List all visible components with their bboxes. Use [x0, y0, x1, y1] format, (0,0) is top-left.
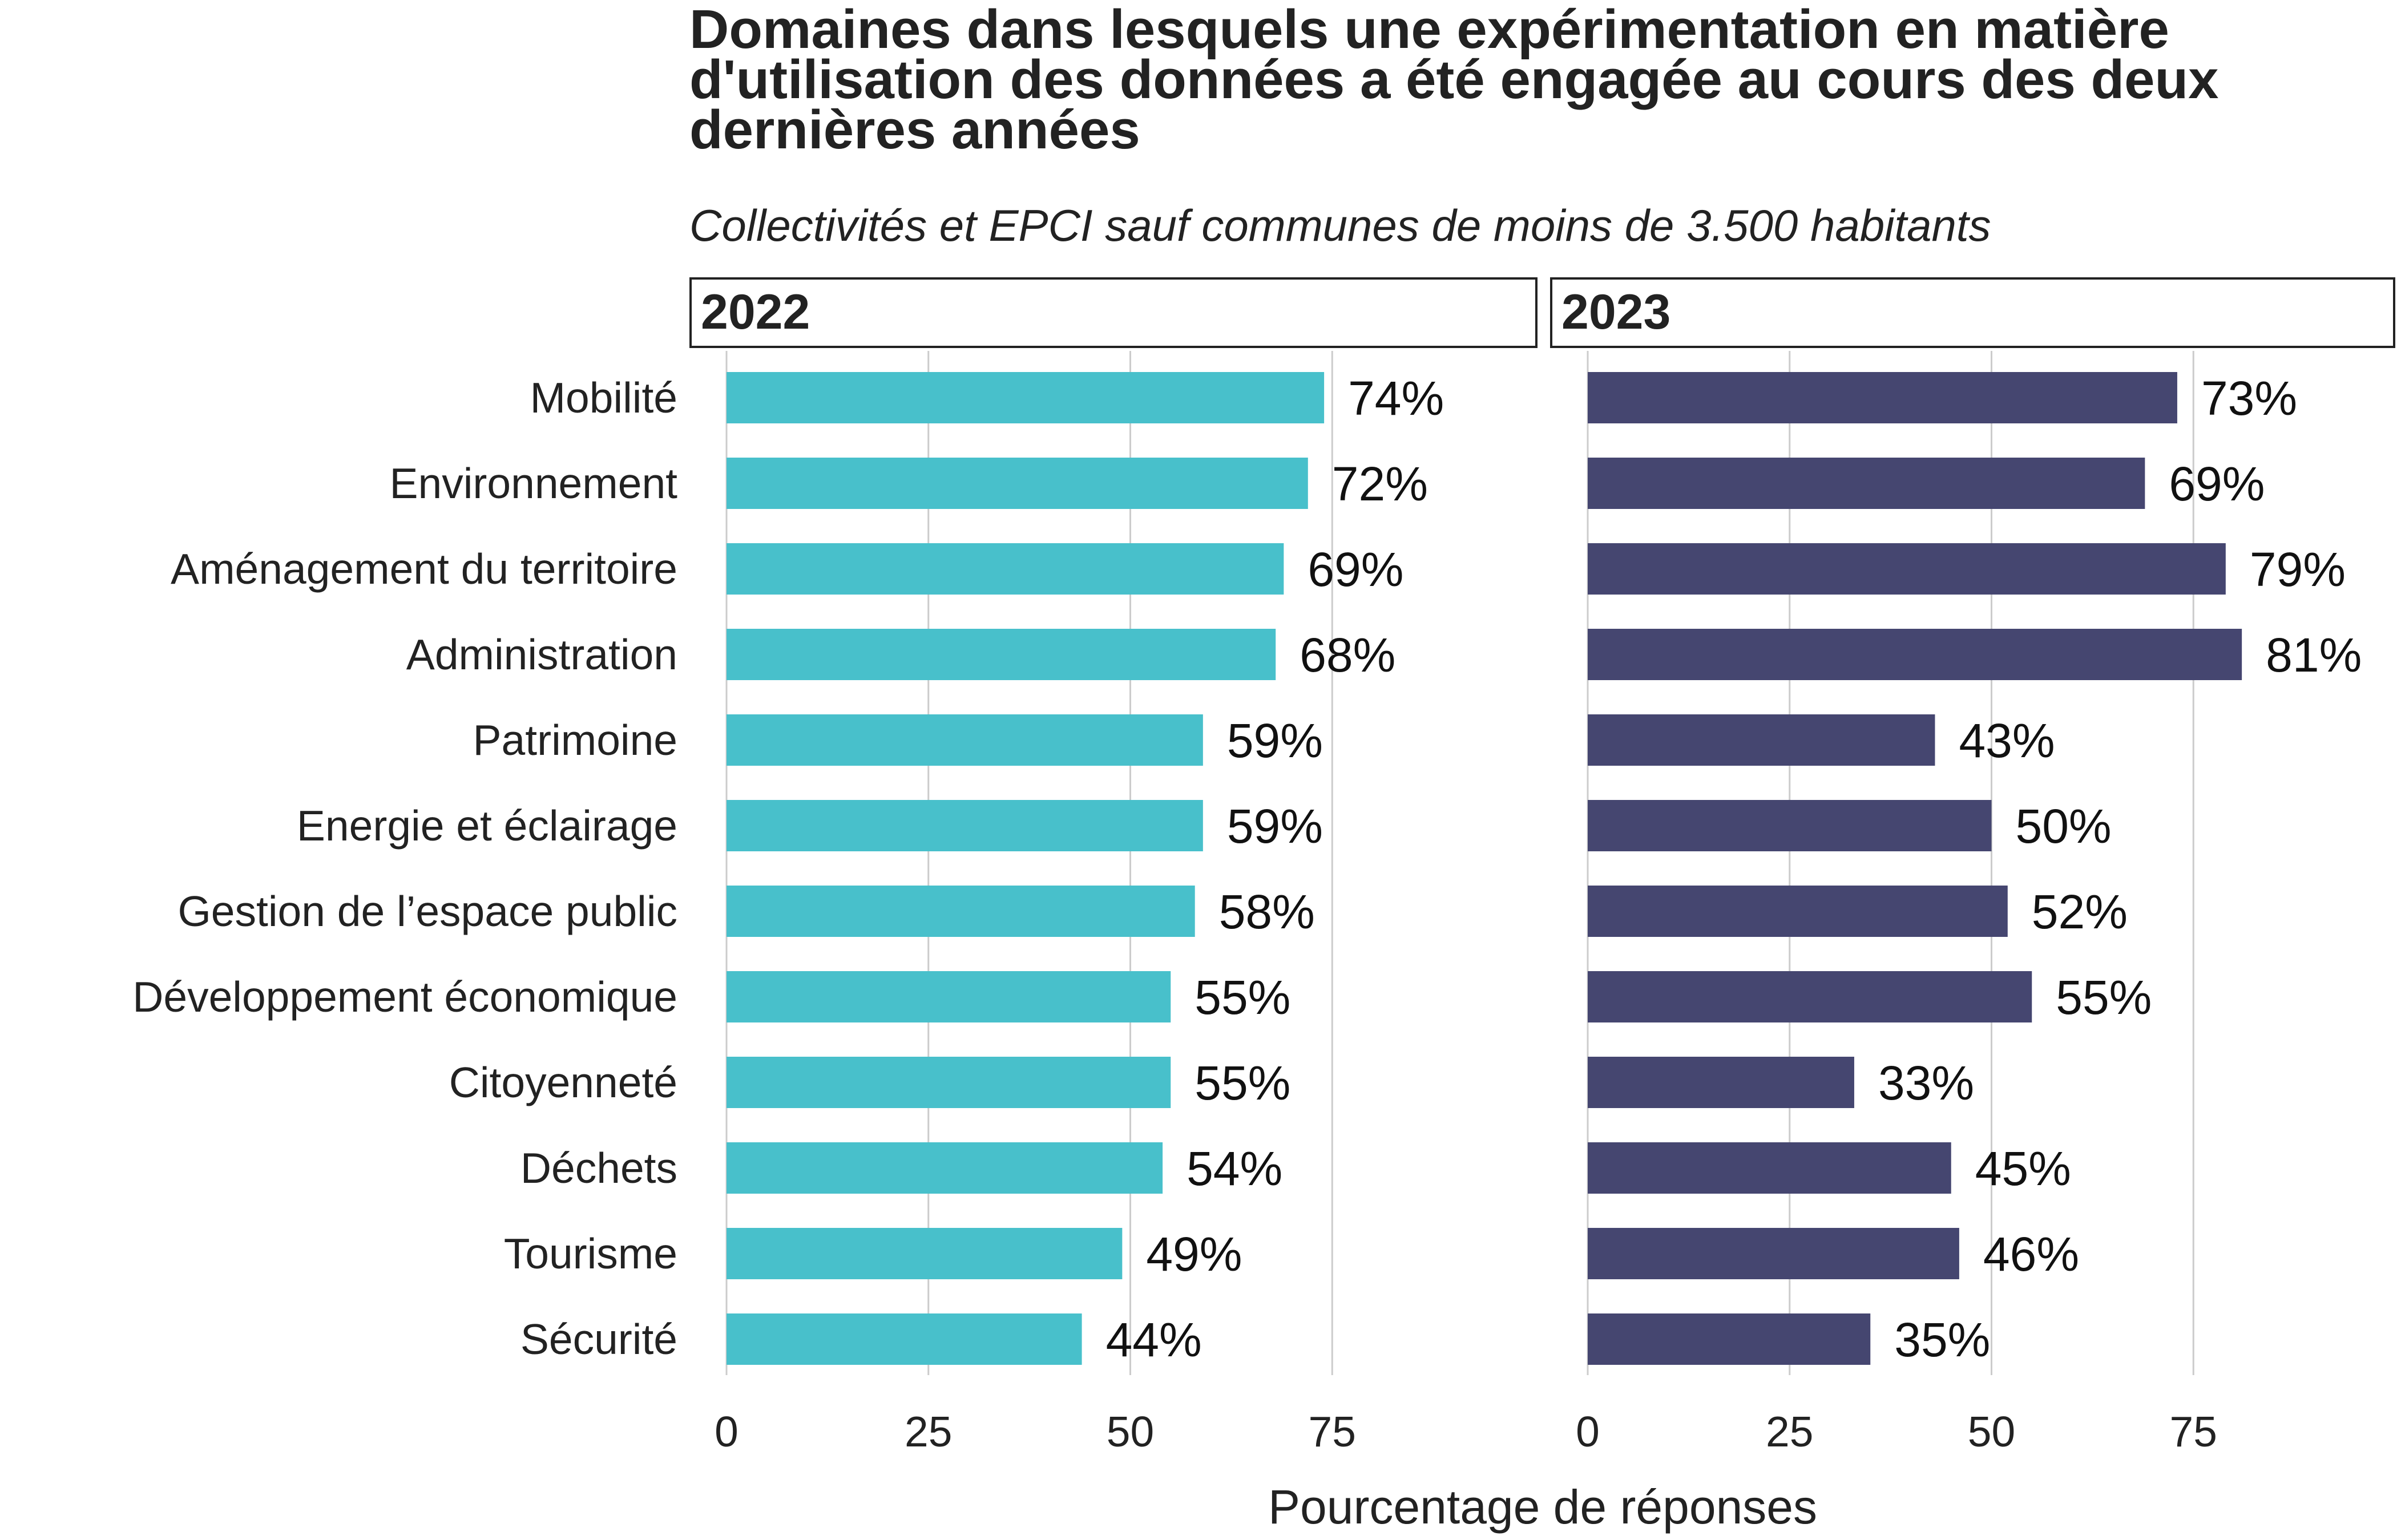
category-label: Patrimoine — [473, 716, 677, 764]
bar — [727, 543, 1284, 595]
bar — [727, 1142, 1163, 1194]
data-label: 54% — [1187, 1142, 1282, 1195]
data-label: 55% — [1195, 971, 1290, 1024]
x-tick-label: 50 — [1107, 1408, 1154, 1456]
bar — [1588, 543, 2226, 595]
bar — [727, 629, 1276, 680]
panel-title-2022: 2022 — [701, 285, 810, 339]
bar — [727, 458, 1308, 509]
bar — [1588, 629, 2242, 680]
data-label: 44% — [1106, 1313, 1202, 1367]
data-label: 59% — [1227, 799, 1323, 853]
bar — [727, 1313, 1082, 1365]
panel-title-2023: 2023 — [1561, 285, 1670, 339]
data-label: 79% — [2250, 543, 2346, 596]
bar — [1588, 1057, 1854, 1108]
data-label: 74% — [1348, 371, 1444, 425]
category-label: Gestion de l’espace public — [177, 887, 677, 935]
category-label: Déchets — [520, 1144, 677, 1192]
bar — [727, 1228, 1123, 1279]
category-label: Aménagement du territoire — [171, 545, 677, 593]
x-tick-label: 50 — [1968, 1408, 2015, 1456]
data-label: 68% — [1300, 628, 1395, 682]
data-label: 45% — [1975, 1142, 2071, 1195]
data-label: 81% — [2266, 628, 2362, 682]
data-label: 35% — [1894, 1313, 1990, 1367]
x-tick-label: 25 — [1766, 1408, 1813, 1456]
data-label: 59% — [1227, 714, 1323, 767]
bar — [1588, 1142, 1951, 1194]
bar — [1588, 714, 1935, 766]
bar — [1588, 458, 2145, 509]
data-label: 58% — [1219, 885, 1315, 939]
bar — [1588, 1313, 1871, 1365]
x-axis-title: Pourcentage de réponses — [1268, 1480, 1817, 1534]
panel-strip-2023 — [1550, 277, 2395, 348]
bar — [1588, 372, 2177, 423]
bar — [727, 372, 1325, 423]
category-label: Développement économique — [132, 973, 677, 1021]
bar — [727, 800, 1203, 851]
bar — [727, 714, 1203, 766]
data-label: 72% — [1332, 457, 1428, 511]
category-label: Administration — [406, 630, 677, 678]
category-label: Energie et éclairage — [297, 802, 677, 850]
bar — [1588, 1228, 1959, 1279]
category-label: Sécurité — [520, 1315, 677, 1363]
data-label: 55% — [1195, 1056, 1290, 1110]
data-label: 50% — [2016, 799, 2112, 853]
data-label: 73% — [2201, 371, 2297, 425]
bar — [1588, 971, 2032, 1022]
data-label: 46% — [1983, 1227, 2079, 1281]
bar — [727, 971, 1171, 1022]
data-label: 69% — [1308, 543, 1403, 596]
bar — [727, 886, 1195, 937]
chart-title: Domaines dans lesquels une expérimentati… — [689, 0, 2219, 160]
data-label: 49% — [1146, 1227, 1242, 1281]
category-label: Mobilité — [530, 374, 677, 422]
panel-strip-2022 — [689, 277, 1538, 348]
bar — [727, 1057, 1171, 1108]
data-label: 55% — [2056, 971, 2152, 1024]
data-label: 52% — [2032, 885, 2128, 939]
x-tick-label: 0 — [715, 1408, 739, 1456]
x-tick-label: 75 — [1309, 1408, 1356, 1456]
category-label: Citoyenneté — [449, 1058, 677, 1106]
category-label: Tourisme — [504, 1230, 677, 1278]
x-tick-label: 0 — [1576, 1408, 1600, 1456]
x-tick-label: 75 — [2170, 1408, 2217, 1456]
data-label: 33% — [1878, 1056, 1974, 1110]
x-tick-label: 25 — [905, 1408, 952, 1456]
category-label: Environnement — [390, 459, 678, 507]
bar — [1588, 800, 1992, 851]
chart-subtitle: Collectivités et EPCI sauf communes de m… — [689, 200, 1991, 250]
data-label: 43% — [1959, 714, 2055, 767]
data-label: 69% — [2169, 457, 2265, 511]
bar — [1588, 886, 2008, 937]
